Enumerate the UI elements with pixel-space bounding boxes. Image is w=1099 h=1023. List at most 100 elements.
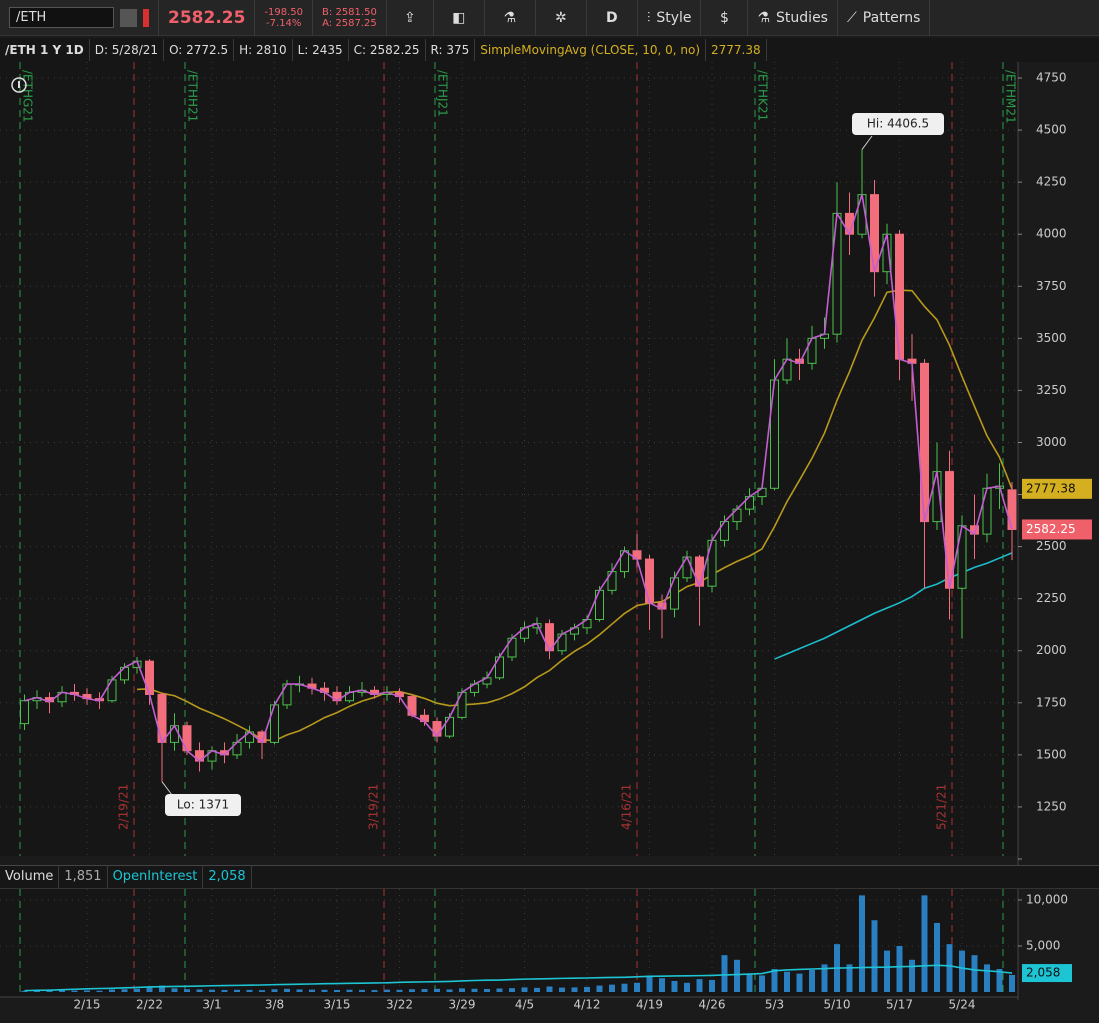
volume-bar <box>946 944 953 992</box>
sma-tag-label: 2777.38 <box>1026 481 1076 495</box>
candle-body <box>807 337 817 364</box>
y-tick-label: 1500 <box>1036 747 1067 761</box>
y-tick-label: 4000 <box>1036 227 1067 241</box>
volume-bar <box>196 989 203 992</box>
x-tick-label: 4/26 <box>699 998 726 1012</box>
volume-bar <box>721 955 728 992</box>
x-tick-label: 5/17 <box>886 998 913 1012</box>
volume-bar <box>359 989 365 992</box>
volume-bar <box>396 989 403 992</box>
candle-body <box>707 539 717 587</box>
candle-body <box>895 233 904 360</box>
study-name: SimpleMovingAvg (CLOSE, 10, 0, no) <box>475 39 707 61</box>
volume-bar <box>346 989 353 992</box>
x-tick-label: 3/29 <box>449 998 476 1012</box>
style-button[interactable]: ⫶ Style <box>638 0 702 36</box>
symbol[interactable]: /ETH <box>9 7 115 28</box>
info-low: L: 2435 <box>293 39 349 61</box>
share-button[interactable]: ⇪ <box>387 0 434 36</box>
y-tick-label: 2500 <box>1036 539 1067 553</box>
info-range: R: 375 <box>426 39 476 61</box>
volume-bar <box>1009 974 1015 992</box>
volume-bar <box>459 988 465 992</box>
aggregation-button[interactable]: D <box>587 0 638 36</box>
volume-bar <box>59 990 65 992</box>
volume-bar <box>859 895 865 992</box>
contract-marker-label: /ETHJ21 <box>436 70 450 117</box>
volume-bar <box>534 987 540 992</box>
volume-bar <box>546 986 553 992</box>
bid-ask: B: 2581.50 A: 2587.25 <box>313 0 387 36</box>
flag-button[interactable]: ◧ <box>434 0 485 36</box>
candle-body <box>645 558 654 604</box>
candle-body <box>770 379 779 489</box>
change: -198.50 <box>264 6 304 18</box>
volume-bar <box>234 989 240 992</box>
price-plot: /ETHG21/ETHH21/ETHJ21/ETHK21/ETHM21 2/19/… <box>0 62 1018 856</box>
date-marker-label: 4/16/21 <box>620 784 634 830</box>
y-tick-label: 4500 <box>1036 123 1067 137</box>
volume-bar <box>84 990 90 992</box>
volume-bar <box>734 959 740 992</box>
volume-bar <box>696 979 703 992</box>
y-tick-label: 3750 <box>1036 279 1067 293</box>
style-label: Style <box>656 9 692 26</box>
ask: A: 2587.25 <box>322 17 377 29</box>
volume-bar <box>784 971 790 992</box>
contract-marker-label: /ETHH21 <box>186 70 200 122</box>
info-close: C: 2582.25 <box>349 39 426 61</box>
dropdown[interactable] <box>120 8 137 27</box>
price-tag-label: 2582.25 <box>1026 522 1076 536</box>
volume-bar <box>146 987 153 992</box>
studies-label: Studies <box>776 9 828 26</box>
studies-button[interactable]: ⚗ Studies <box>748 0 838 36</box>
x-tick-label: 5/3 <box>765 998 784 1012</box>
info-icon <box>11 77 27 93</box>
x-tick-label: 4/12 <box>574 998 601 1012</box>
oi-tag-label: 2,058 <box>1026 966 1060 980</box>
volume-bar <box>796 973 803 992</box>
style-icon: ⫶ <box>646 9 651 26</box>
y-tick-label: 2000 <box>1036 643 1067 657</box>
candle-body <box>870 194 879 273</box>
volume-bar <box>109 989 115 992</box>
contract-marker-label: /ETHG21 <box>21 70 35 123</box>
oi-tag <box>1022 964 1072 983</box>
x-tick-label: 3/22 <box>386 998 413 1012</box>
volume-bar <box>846 964 853 992</box>
study-value: 2777.38 <box>706 39 767 61</box>
volume-bar <box>171 988 178 992</box>
lab-button[interactable]: ⚗ <box>485 0 536 36</box>
patterns-icon: ⟋ <box>846 9 857 26</box>
volume-bar <box>134 988 140 992</box>
volume-bar <box>96 990 103 992</box>
sma-tag <box>1022 478 1092 499</box>
volume-bar <box>259 990 265 992</box>
settings-button[interactable]: ✲ <box>536 0 587 36</box>
volume-bar <box>571 987 578 992</box>
info-date: D: 5/28/21 <box>90 39 165 61</box>
date-marker-label: 5/21/21 <box>935 784 949 830</box>
volume-tick-label: 10,000 <box>1026 892 1068 906</box>
volume-bar <box>334 989 340 992</box>
patterns-button[interactable]: ⟋ Patterns <box>838 0 931 36</box>
patterns-label: Patterns <box>862 9 921 26</box>
volume-title: Volume <box>0 866 60 888</box>
date-marker-label: 2/19/21 <box>117 784 131 830</box>
volume-bar <box>909 959 915 992</box>
volume-bar <box>634 982 640 992</box>
symbol-box[interactable]: /ETH <box>0 0 159 36</box>
x-tick-label: 5/24 <box>949 998 976 1012</box>
studies-icon: ⚗ <box>757 9 771 26</box>
hi-callout <box>852 113 944 135</box>
x-tick-label: 4/5 <box>515 998 534 1012</box>
volume-bar <box>821 964 828 992</box>
x-tick-label: 3/15 <box>324 998 351 1012</box>
dollar-button[interactable]: $ <box>701 0 749 36</box>
volume-bar <box>209 989 215 992</box>
candle-body <box>457 691 467 718</box>
plot-background <box>0 62 1018 856</box>
candle-body <box>595 589 604 620</box>
